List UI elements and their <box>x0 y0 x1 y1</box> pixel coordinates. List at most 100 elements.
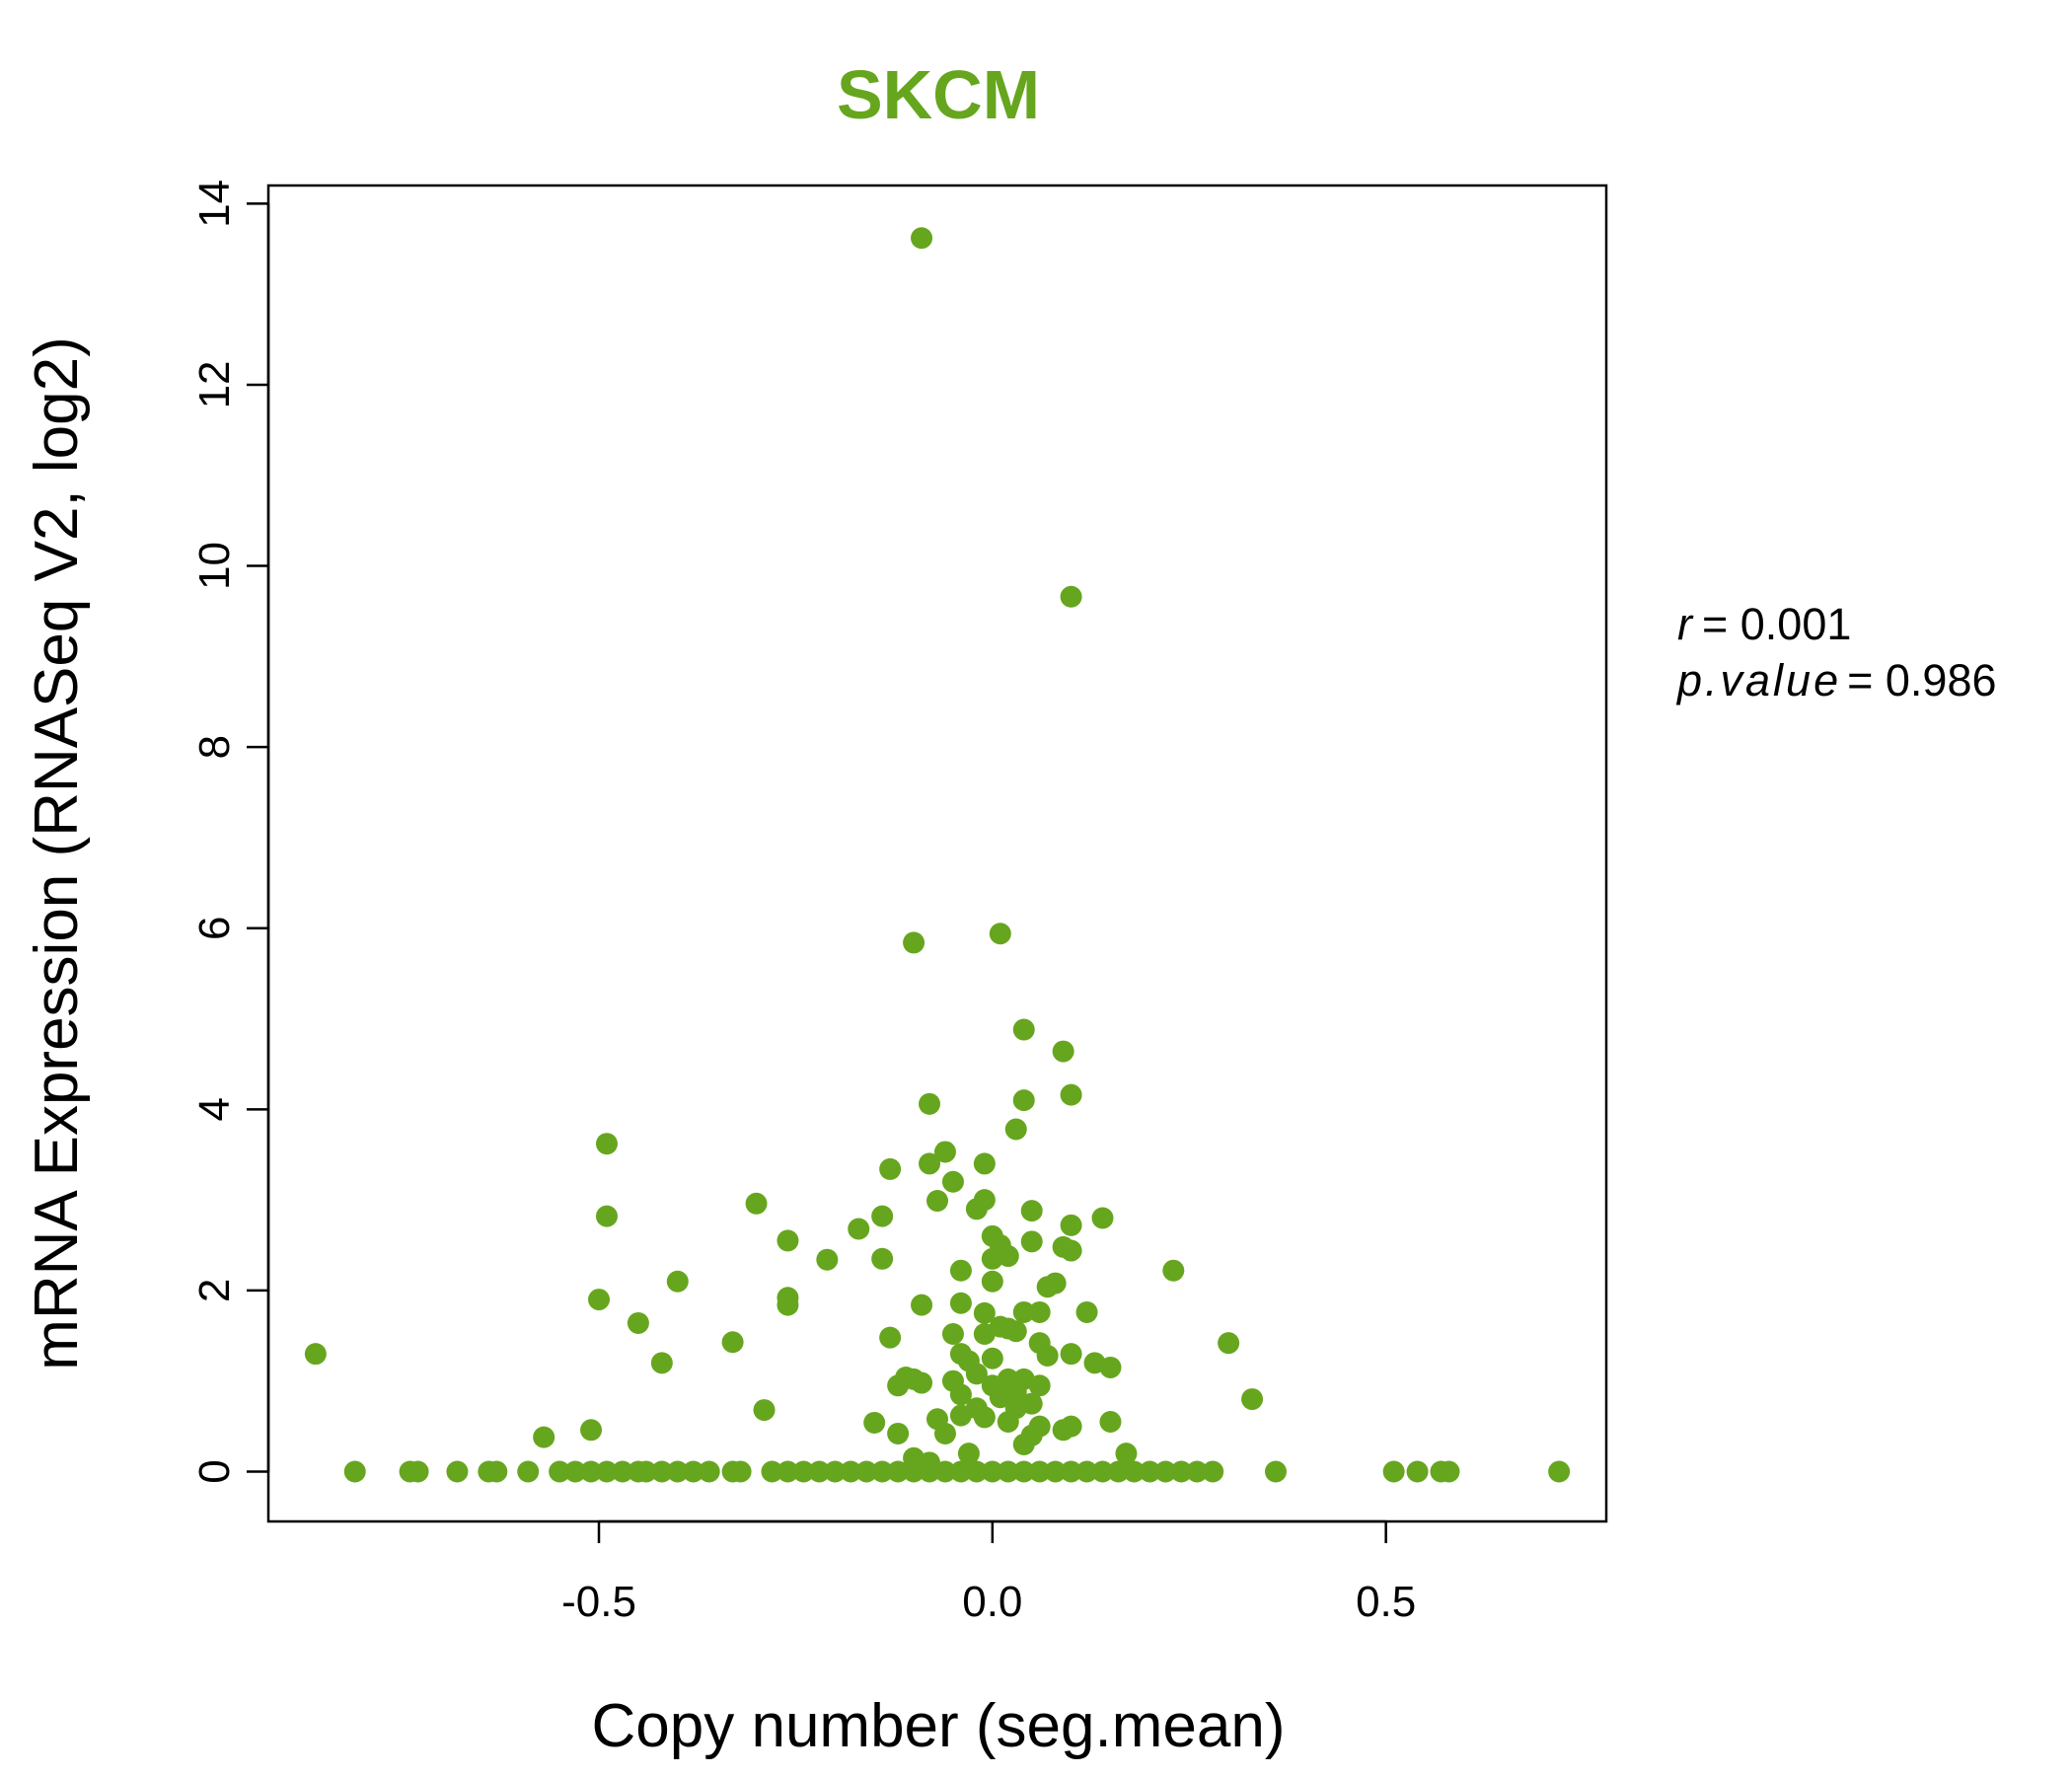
data-point <box>588 1289 611 1311</box>
data-point <box>887 1422 910 1444</box>
data-point <box>343 1460 366 1483</box>
data-point <box>1091 1207 1114 1229</box>
data-point <box>1060 1083 1082 1106</box>
data-point <box>517 1460 540 1483</box>
y-tick-label: 0 <box>190 1459 239 1483</box>
data-point <box>919 1092 941 1115</box>
data-point <box>580 1460 603 1483</box>
data-point <box>933 1460 956 1483</box>
data-point <box>973 1406 996 1429</box>
data-point <box>549 1460 571 1483</box>
data-point <box>777 1460 799 1483</box>
data-point <box>1060 1239 1082 1262</box>
data-point <box>595 1205 618 1227</box>
data-point <box>949 1292 972 1314</box>
y-axis-title: mRNA Expression (RNASeq V2, log2) <box>23 336 91 1370</box>
data-point <box>1438 1460 1460 1483</box>
y-tick-label: 12 <box>190 360 239 408</box>
data-point <box>533 1426 555 1448</box>
data-point <box>634 1460 657 1483</box>
data-point <box>1044 1460 1067 1483</box>
data-point <box>1012 1300 1035 1323</box>
data-point <box>745 1192 768 1215</box>
r-value: = 0.001 <box>1702 599 1851 649</box>
data-point <box>753 1399 776 1422</box>
data-point <box>808 1460 831 1483</box>
data-point <box>1091 1460 1114 1483</box>
data-point <box>682 1460 704 1483</box>
x-axis-title: Copy number (seg.mean) <box>592 1692 1286 1760</box>
data-point <box>911 1371 933 1394</box>
y-tick-label: 8 <box>190 735 239 759</box>
data-point <box>1028 1300 1051 1323</box>
data-point <box>1075 1460 1098 1483</box>
data-point <box>949 1259 972 1282</box>
data-point <box>666 1460 689 1483</box>
data-point <box>871 1205 894 1227</box>
data-point <box>926 1190 948 1213</box>
data-point <box>903 931 925 954</box>
chart-title: SKCM <box>837 56 1040 133</box>
p-value-label: p.value <box>1675 655 1841 705</box>
r-annotation: r = 0.001 <box>1677 599 1851 649</box>
data-point <box>1264 1460 1287 1483</box>
data-point <box>446 1460 469 1483</box>
y-tick-label: 6 <box>190 916 239 939</box>
data-point <box>949 1460 972 1483</box>
x-axis: -0.5 0.0 0.5 <box>561 1519 1416 1626</box>
data-point <box>1004 1118 1027 1141</box>
data-point <box>879 1326 902 1349</box>
y-tick-label: 4 <box>190 1097 239 1121</box>
p-value-value: = 0.986 <box>1847 655 1996 705</box>
data-point <box>1060 1460 1082 1483</box>
data-point <box>1060 1214 1082 1236</box>
data-point <box>1202 1460 1224 1483</box>
data-point <box>485 1460 508 1483</box>
data-point <box>595 1133 618 1155</box>
data-point <box>1123 1460 1146 1483</box>
data-point <box>666 1270 689 1293</box>
data-point <box>1012 1089 1035 1112</box>
data-point <box>919 1152 941 1175</box>
data-point <box>1186 1460 1209 1483</box>
data-point <box>1020 1392 1043 1415</box>
data-point <box>957 1443 980 1465</box>
data-point <box>965 1460 988 1483</box>
data-point <box>1162 1259 1185 1282</box>
data-point <box>824 1460 847 1483</box>
data-point <box>1044 1272 1067 1295</box>
data-point <box>1020 1230 1043 1253</box>
data-point <box>627 1311 649 1334</box>
x-tick-label: 0.0 <box>962 1578 1022 1626</box>
data-point <box>1028 1460 1051 1483</box>
data-point <box>1548 1460 1571 1483</box>
data-point <box>973 1301 996 1324</box>
data-point <box>611 1460 633 1483</box>
data-point <box>792 1460 815 1483</box>
data-point <box>729 1460 752 1483</box>
data-point <box>777 1229 799 1252</box>
data-point <box>1004 1320 1027 1343</box>
data-point <box>848 1218 870 1240</box>
p-value-annotation: p.value = 0.986 <box>1675 655 1997 705</box>
data-point <box>1107 1460 1130 1483</box>
data-point <box>871 1460 894 1483</box>
data-point <box>1241 1388 1264 1411</box>
data-point <box>871 1247 894 1270</box>
data-point <box>997 1460 1019 1483</box>
data-point <box>721 1331 744 1354</box>
data-point <box>1052 1040 1074 1063</box>
data-point <box>919 1451 941 1474</box>
data-point <box>1075 1300 1098 1323</box>
data-point <box>911 1294 933 1316</box>
r-label: r <box>1677 599 1694 649</box>
data-point <box>941 1170 964 1193</box>
data-point <box>965 1363 988 1385</box>
data-point <box>564 1460 587 1483</box>
data-point <box>1382 1460 1405 1483</box>
data-point <box>1218 1332 1240 1355</box>
data-point <box>595 1460 618 1483</box>
data-point <box>1139 1460 1161 1483</box>
data-point <box>1012 1460 1035 1483</box>
